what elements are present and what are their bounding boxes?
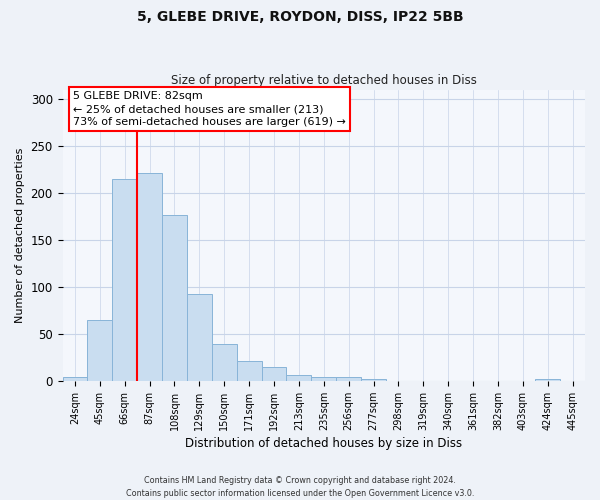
Bar: [236, 361, 262, 381]
Bar: [336, 377, 361, 381]
Bar: [286, 375, 311, 381]
Bar: [361, 379, 386, 381]
Bar: [162, 216, 187, 381]
Bar: [262, 366, 286, 381]
Bar: [112, 179, 137, 381]
Bar: [187, 294, 212, 381]
Bar: [137, 173, 162, 381]
Bar: [535, 379, 560, 381]
Text: 5 GLEBE DRIVE: 82sqm
← 25% of detached houses are smaller (213)
73% of semi-deta: 5 GLEBE DRIVE: 82sqm ← 25% of detached h…: [73, 91, 346, 128]
Title: Size of property relative to detached houses in Diss: Size of property relative to detached ho…: [171, 74, 477, 87]
Bar: [212, 344, 236, 381]
Bar: [88, 320, 112, 381]
X-axis label: Distribution of detached houses by size in Diss: Distribution of detached houses by size …: [185, 437, 463, 450]
Text: Contains HM Land Registry data © Crown copyright and database right 2024.
Contai: Contains HM Land Registry data © Crown c…: [126, 476, 474, 498]
Bar: [62, 377, 88, 381]
Text: 5, GLEBE DRIVE, ROYDON, DISS, IP22 5BB: 5, GLEBE DRIVE, ROYDON, DISS, IP22 5BB: [137, 10, 463, 24]
Y-axis label: Number of detached properties: Number of detached properties: [15, 148, 25, 323]
Bar: [311, 377, 336, 381]
